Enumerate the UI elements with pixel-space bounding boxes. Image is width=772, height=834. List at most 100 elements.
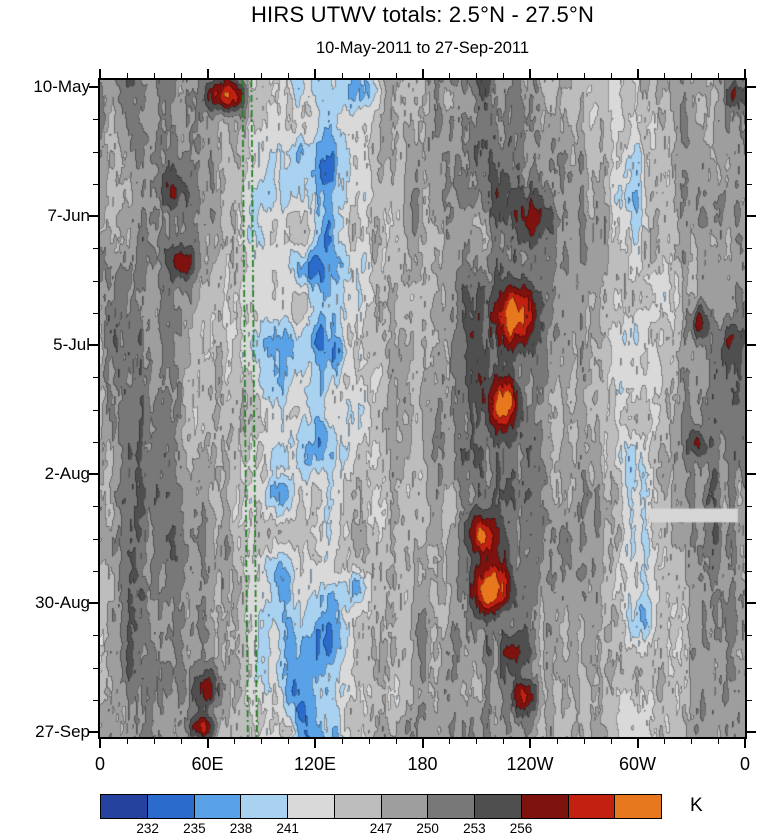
y-minor-tick xyxy=(747,377,752,379)
colorbar-tick-label: 238 xyxy=(229,821,253,834)
y-minor-tick xyxy=(93,409,98,411)
y-major-tick xyxy=(89,602,98,604)
x-tick-label: 60W xyxy=(618,754,656,774)
y-tick-label: 5-Jul xyxy=(53,335,90,354)
x-minor-tick xyxy=(153,739,155,744)
heatmap-canvas xyxy=(100,80,745,737)
colorbar-chip xyxy=(567,795,615,818)
x-minor-tick xyxy=(368,739,370,744)
x-major-tick xyxy=(636,69,639,78)
x-major-tick xyxy=(636,739,639,748)
y-major-tick xyxy=(89,473,98,475)
x-tick-label: 60E xyxy=(191,754,224,774)
y-minor-tick xyxy=(747,119,752,121)
colorbar-tick-label: 250 xyxy=(416,821,439,834)
x-minor-tick xyxy=(341,73,343,78)
x-minor-tick xyxy=(126,73,128,78)
y-major-tick xyxy=(89,731,98,733)
chart-title: HIRS UTWV totals: 2.5°N - 27.5°N xyxy=(250,2,595,27)
x-minor-tick xyxy=(395,73,397,78)
x-minor-tick xyxy=(503,739,505,744)
colorbar-chip xyxy=(240,795,287,818)
y-minor-tick xyxy=(747,635,752,637)
x-minor-tick xyxy=(368,73,370,78)
y-major-tick xyxy=(747,602,756,604)
x-minor-tick xyxy=(610,739,612,744)
colorbar-chip xyxy=(146,795,194,818)
x-major-tick xyxy=(314,69,316,78)
x-minor-tick xyxy=(476,739,478,744)
y-minor-tick xyxy=(747,570,752,572)
colorbar-tick-label: 235 xyxy=(183,821,206,834)
y-minor-tick xyxy=(93,151,98,153)
colorbar-chip xyxy=(333,795,381,818)
x-minor-tick xyxy=(288,73,290,78)
y-major-tick xyxy=(747,86,756,88)
y-minor-tick xyxy=(747,699,752,701)
x-tick-label: 0 xyxy=(94,754,105,774)
y-minor-tick xyxy=(93,635,98,637)
x-minor-tick xyxy=(449,73,451,78)
x-minor-tick xyxy=(261,739,263,744)
y-minor-tick xyxy=(93,119,98,121)
y-minor-tick xyxy=(93,570,98,572)
colorbar-chip xyxy=(101,795,147,818)
y-tick-label: 10-May xyxy=(33,77,90,96)
x-minor-tick xyxy=(341,739,343,744)
x-minor-tick xyxy=(718,73,720,78)
y-minor-tick xyxy=(747,506,752,508)
x-major-tick xyxy=(421,739,424,748)
y-major-tick xyxy=(747,215,756,217)
x-minor-tick xyxy=(691,739,693,744)
y-minor-tick xyxy=(93,699,98,701)
x-minor-tick xyxy=(395,739,397,744)
x-tick-label: 120E xyxy=(293,754,337,774)
y-minor-tick xyxy=(93,441,98,443)
x-minor-tick xyxy=(556,739,558,744)
y-minor-tick xyxy=(747,312,752,314)
y-minor-tick xyxy=(747,538,752,540)
colorbar-unit-label: K xyxy=(690,795,703,816)
x-major-tick xyxy=(744,739,746,748)
colorbar-chip xyxy=(614,795,661,818)
y-minor-tick xyxy=(747,151,752,153)
x-major-tick xyxy=(421,69,424,78)
y-major-tick xyxy=(747,731,756,733)
x-minor-tick xyxy=(153,73,155,78)
y-tick-label: 7-Jun xyxy=(47,206,90,225)
colorbar xyxy=(100,794,662,819)
x-minor-tick xyxy=(718,739,720,744)
x-minor-tick xyxy=(503,73,505,78)
y-minor-tick xyxy=(93,506,98,508)
x-minor-tick xyxy=(664,739,666,744)
chart-subtitle: 10-May-2011 to 27-Sep-2011 xyxy=(315,39,530,57)
x-minor-tick xyxy=(556,73,558,78)
x-major-tick xyxy=(99,69,101,78)
x-minor-tick xyxy=(234,73,236,78)
y-minor-tick xyxy=(747,409,752,411)
colorbar-chip xyxy=(474,795,521,818)
y-major-tick xyxy=(747,473,756,475)
x-minor-tick xyxy=(126,739,128,744)
colorbar-tick-label: 256 xyxy=(509,821,533,834)
colorbar-tick-label: 232 xyxy=(136,821,159,834)
x-major-tick xyxy=(206,739,209,748)
y-minor-tick xyxy=(93,377,98,379)
x-major-tick xyxy=(529,69,531,78)
x-minor-tick xyxy=(180,739,182,744)
x-minor-tick xyxy=(664,73,666,78)
x-minor-tick xyxy=(449,739,451,744)
y-major-tick xyxy=(89,344,98,346)
x-major-tick xyxy=(206,69,209,78)
x-major-tick xyxy=(744,69,746,78)
y-minor-tick xyxy=(747,441,752,443)
x-minor-tick xyxy=(234,739,236,744)
y-minor-tick xyxy=(747,183,752,185)
x-minor-tick xyxy=(691,73,693,78)
x-major-tick xyxy=(314,739,316,748)
x-minor-tick xyxy=(261,73,263,78)
y-minor-tick xyxy=(93,538,98,540)
x-minor-tick xyxy=(288,739,290,744)
plot-area xyxy=(98,78,747,739)
